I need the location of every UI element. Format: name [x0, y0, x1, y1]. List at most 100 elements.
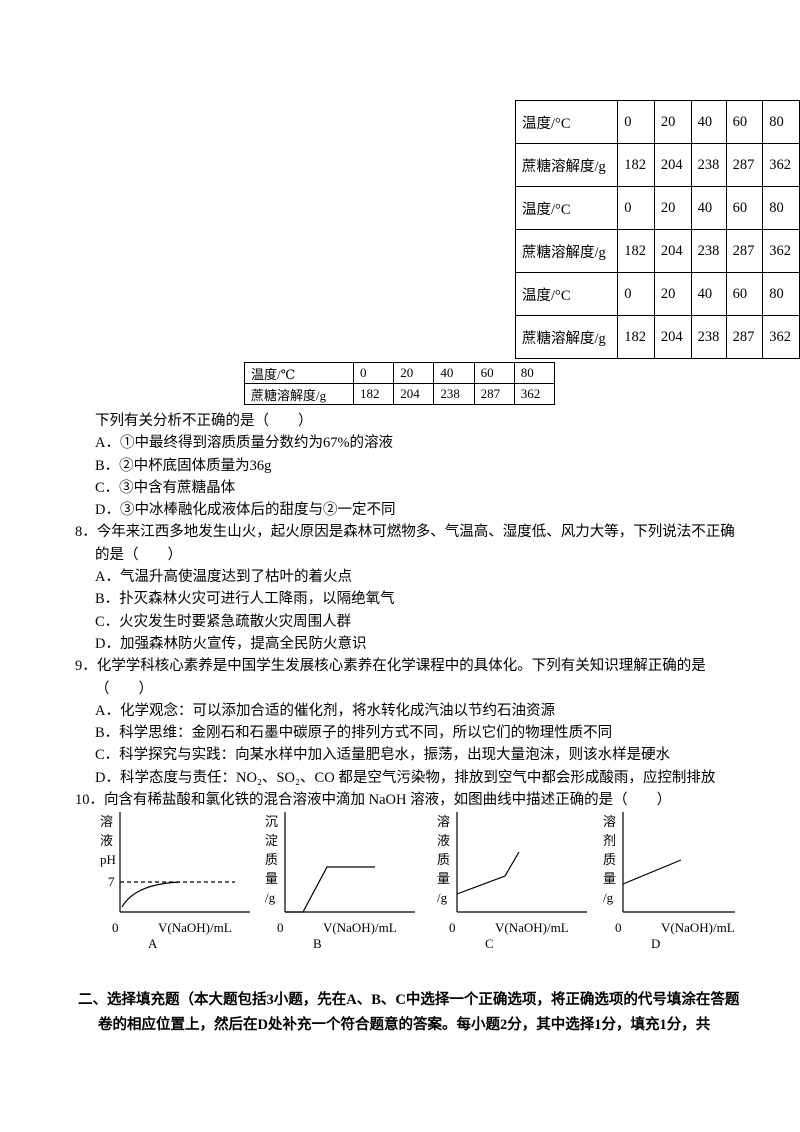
graph: 沉淀质量/g 0 V(NaOH)/mLB [265, 812, 415, 951]
table-cell: 温度/°C [514, 272, 619, 316]
table-cell: 蔗糖溶解度/g [244, 383, 354, 405]
option: D．科学态度与责任：NO₂、SO₂、CO 都是空气污染物，排放到空气中都会形成酸… [95, 769, 716, 786]
table-cell: 362 [513, 383, 556, 405]
table-row: 温度/℃ 0 20 40 60 80 [244, 362, 556, 384]
table-cell: 60 [725, 272, 764, 316]
table-cell: 182 [352, 383, 395, 405]
table-cell: 204 [653, 229, 692, 273]
table-cell: 80 [762, 186, 800, 230]
curve [121, 881, 181, 908]
tick-label: 7 [108, 874, 115, 889]
section-title: 二、选择填充题（本大题包括3小题，先在A、B、C中选择一个正确选项，将正确选项的… [78, 992, 740, 1033]
table-row: 温度/°C 0 20 40 60 80 [514, 100, 800, 144]
y-axis-label: 溶液质量/g [437, 814, 450, 905]
table-row: 蔗糖溶解度/g 182 204 238 287 362 [244, 383, 556, 405]
option: A．化学观念：可以添加合适的催化剂，将水转化成汽油以节约石油资源 [95, 702, 555, 719]
table-cell: 80 [513, 362, 556, 384]
y-axis-label: 沉淀质量/g [265, 814, 278, 905]
table-cell: 蔗糖溶解度/g [514, 229, 619, 273]
x-axis-label: V(NaOH)/mL [495, 920, 569, 935]
table-cell: 温度/°C [514, 186, 619, 230]
table-cell: 40 [690, 100, 727, 144]
question-stem: 下列有关分析不正确的是（ ） [95, 410, 735, 432]
table-cell: 287 [725, 315, 764, 359]
table-row: 蔗糖溶解度/g 182 204 238 287 362 [514, 229, 800, 273]
origin-label: 0 [112, 920, 119, 935]
graph: 溶剂质量/g 0 V(NaOH)/mLD [603, 812, 735, 951]
table-cell: 60 [725, 100, 764, 144]
questions: 下列有关分析不正确的是（ ） A．①中最终得到溶质质量分数约为67%的溶液 B．②中… [75, 410, 735, 811]
question-number: 9． [75, 658, 97, 675]
graph: 溶液质量/g 0 V(NaOH)/mLC [437, 812, 587, 951]
option: B．科学思维：金刚石和石墨中碳原子的排列方式不同，所以它们的物理性质不同 [95, 725, 613, 742]
table-cell: 40 [690, 186, 727, 230]
origin-label: 0 [449, 920, 456, 935]
option: C．③中含有蔗糖晶体 [95, 479, 236, 496]
table: 温度/℃ 0 20 40 60 80 蔗糖溶解度/g 182 204 238 287 362 [244, 362, 556, 405]
table-cell: 287 [473, 383, 515, 405]
table-cell: 80 [762, 272, 800, 316]
table-cell: 238 [690, 315, 727, 359]
option: B．②中杯底固体质量为36g [95, 457, 272, 474]
table-cell: 204 [393, 383, 435, 405]
table-cell: 20 [653, 100, 692, 144]
table-cell: 182 [617, 143, 655, 187]
option: A．①中最终得到溶质质量分数约为67%的溶液 [95, 435, 394, 452]
question-number: 8． [75, 524, 97, 541]
table-cell: 蔗糖溶解度/g [514, 315, 619, 359]
table-cell: 204 [653, 143, 692, 187]
table-cell: 20 [653, 186, 692, 230]
table-cell: 0 [352, 362, 395, 384]
table-cell: 温度/°C [514, 100, 619, 144]
table-row: 温度/°C 0 20 40 60 80 [514, 186, 800, 230]
question: 8．今年来江西多地发生山火，起火原因是森林可燃物多、气温高、湿度低、风力大等，下… [75, 521, 735, 655]
table-cell: 204 [653, 315, 692, 359]
table-cell: 20 [393, 362, 435, 384]
option: D．加强森林防火宣传，提高全民防火意识 [95, 635, 367, 652]
option: A．气温升高使温度达到了枯叶的着火点 [95, 569, 352, 586]
table-cell: 182 [617, 315, 655, 359]
curve [622, 859, 682, 885]
table-cell: 182 [617, 229, 655, 273]
table-cell: 60 [725, 186, 764, 230]
table-cell: 40 [433, 362, 475, 384]
x-axis-label: V(NaOH)/mL [323, 920, 397, 935]
curve [285, 866, 375, 913]
origin-label: 0 [277, 920, 284, 935]
option: C．科学探究与实践：向某水样中加入适量肥皂水，振荡，出现大量泡沫，则该水样是硬水 [95, 747, 671, 764]
graph: 溶液 pH 0 V(NaOH)/mLA 7 [100, 812, 250, 951]
table-cell: 40 [690, 272, 727, 316]
y-axis-label: 溶剂质量/g [603, 814, 616, 905]
table: 温度/°C 0 20 40 60 80 蔗糖溶解度/g 182 204 238 287 362 温度/°… [514, 100, 800, 359]
caption: B [313, 936, 322, 951]
table-row: 温度/°C 0 20 40 60 80 [514, 272, 800, 316]
caption: D [651, 936, 660, 951]
table-cell: 362 [762, 315, 800, 359]
option: B．扑灭森林火灾可进行人工降雨，以隔绝氧气 [95, 591, 395, 608]
question-stem: 10．向含有稀盐酸和氯化铁的混合溶液中滴加 NaOH 溶液，如图曲线中描述正确的… [75, 789, 735, 811]
question-stem: 9．化学学科核心素养是中国学生发展核心素养在化学课程中的具体化。下列有关知识理解… [75, 655, 735, 700]
question-stem: 8．今年来江西多地发生山火，起火原因是森林可燃物多、气温高、湿度低、风力大等，下… [75, 521, 735, 566]
question-number: 10． [75, 792, 104, 809]
table-cell: 287 [725, 229, 764, 273]
table-cell: 0 [617, 272, 655, 316]
origin-label: 0 [615, 920, 622, 935]
table-cell: 238 [690, 143, 727, 187]
table-cell: 362 [762, 229, 800, 273]
x-axis-label: V(NaOH)/mL [158, 920, 232, 935]
caption: A [148, 936, 158, 951]
question-text: 向含有稀盐酸和氯化铁的混合溶液中滴加 NaOH 溶液，如图曲线中描述正确的是（ … [104, 792, 672, 809]
option: D．③中冰棒融化成液体后的甜度与②一定不同 [95, 502, 396, 519]
option: C．火灾发生时要紧急疏散火灾周围人群 [95, 613, 352, 630]
table-cell: 0 [617, 186, 655, 230]
table-row: 蔗糖溶解度/g 182 204 238 287 362 [514, 143, 800, 187]
question: 10．向含有稀盐酸和氯化铁的混合溶液中滴加 NaOH 溶液，如图曲线中描述正确的… [75, 789, 735, 811]
y-axis-label: 溶液 pH [100, 814, 116, 867]
question: 9．化学学科核心素养是中国学生发展核心素养在化学课程中的具体化。下列有关知识理解… [75, 655, 735, 789]
question-text: 化学学科核心素养是中国学生发展核心素养在化学课程中的具体化。下列有关知识理解正确… [95, 658, 706, 697]
table-row: 蔗糖溶解度/g 182 204 238 287 362 [514, 315, 800, 359]
question-text: 下列有关分析不正确的是（ ） [95, 413, 313, 429]
question: 下列有关分析不正确的是（ ） A．①中最终得到溶质质量分数约为67%的溶液 B．②中… [75, 410, 735, 521]
